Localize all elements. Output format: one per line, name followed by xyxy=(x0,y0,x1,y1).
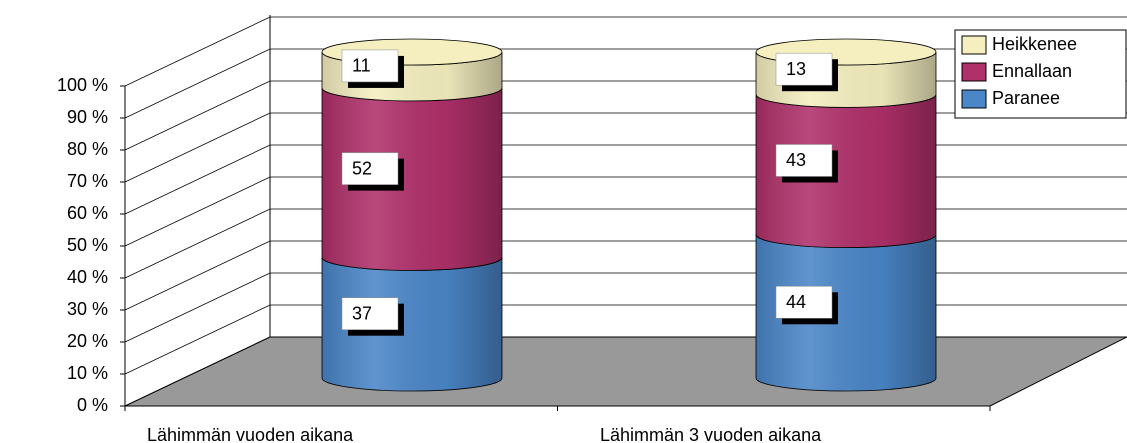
bar-shade xyxy=(322,87,502,271)
value-label: 43 xyxy=(786,150,806,170)
floor xyxy=(124,336,1127,407)
y-tick-label: 70 % xyxy=(67,171,108,191)
legend-swatch xyxy=(961,89,987,109)
label-box xyxy=(341,297,399,330)
y-tick-label: 60 % xyxy=(67,203,108,223)
value-label: 13 xyxy=(786,59,806,79)
legend-swatch xyxy=(961,35,987,55)
legend-label: Heikkenee xyxy=(992,34,1077,54)
legend-label: Paranee xyxy=(992,88,1060,108)
y-tick-label: 20 % xyxy=(67,331,108,351)
y-tick-label: 80 % xyxy=(67,139,108,159)
legend-label: Ennallaan xyxy=(992,61,1072,81)
label-box xyxy=(775,286,833,319)
label-box xyxy=(775,52,833,86)
grid-line xyxy=(124,176,1127,247)
bar-shade xyxy=(756,94,937,248)
y-tick-label: 40 % xyxy=(67,267,108,287)
value-label: 37 xyxy=(352,303,372,323)
y-tick-label: 90 % xyxy=(67,107,108,127)
x-tick-label: Lähimmän 3 vuoden aikana xyxy=(600,425,822,443)
grid-line xyxy=(124,208,1127,279)
grid-line xyxy=(124,272,1127,343)
bar-shade xyxy=(322,257,502,391)
label-box xyxy=(775,144,833,177)
value-label: 44 xyxy=(786,292,806,312)
y-tick-label: 0 % xyxy=(77,395,108,415)
grid-line xyxy=(124,144,1127,215)
value-label: 52 xyxy=(352,158,372,178)
grid-line xyxy=(124,16,1127,87)
y-tick-label: 100 % xyxy=(57,75,108,95)
value-label: 11 xyxy=(352,56,371,76)
y-tick-label: 50 % xyxy=(67,235,108,255)
grid-line xyxy=(124,240,1127,311)
bar-shade xyxy=(756,234,937,391)
label-box xyxy=(341,49,399,83)
y-tick-label: 30 % xyxy=(67,299,108,319)
x-tick-label: Lähimmän vuoden aikana xyxy=(147,425,354,443)
legend-swatch xyxy=(961,62,987,82)
y-tick-label: 10 % xyxy=(67,363,108,383)
label-box xyxy=(341,152,399,185)
grid-line xyxy=(124,112,1127,183)
